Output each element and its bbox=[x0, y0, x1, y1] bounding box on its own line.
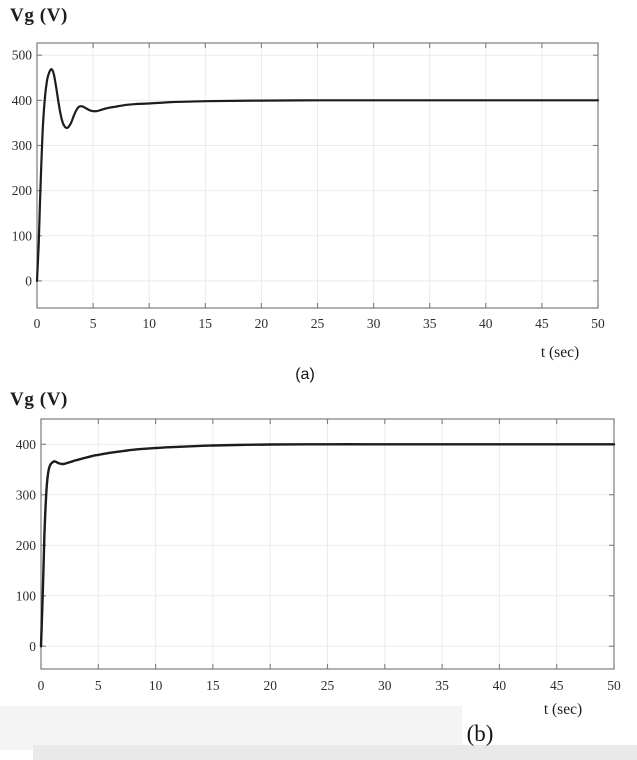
x-tick-label: 10 bbox=[142, 316, 156, 331]
y-tick-label: 500 bbox=[12, 48, 33, 63]
x-tick-label: 45 bbox=[550, 678, 564, 693]
x-tick-label: 40 bbox=[479, 316, 493, 331]
chart-b-x-axis-label: t (sec) bbox=[543, 701, 583, 718]
response-curve bbox=[35, 68, 600, 282]
y-tick-label: 100 bbox=[12, 228, 33, 243]
x-tick-label: 30 bbox=[367, 316, 381, 331]
x-tick-label: 20 bbox=[255, 316, 269, 331]
x-tick-label: 15 bbox=[206, 678, 220, 693]
chart-a-caption: (a) bbox=[295, 366, 315, 383]
x-tick-label: 50 bbox=[591, 316, 605, 331]
x-tick-label: 10 bbox=[149, 678, 163, 693]
response-curve bbox=[39, 443, 616, 648]
y-tick-label: 0 bbox=[29, 639, 36, 654]
x-tick-label: 20 bbox=[263, 678, 277, 693]
x-tick-label: 50 bbox=[607, 678, 621, 693]
x-tick-label: 30 bbox=[378, 678, 392, 693]
chart-b-caption: (b) bbox=[466, 721, 494, 746]
y-tick-label: 400 bbox=[16, 437, 37, 452]
x-tick-label: 0 bbox=[38, 678, 45, 693]
y-tick-label: 0 bbox=[25, 273, 32, 288]
x-tick-label: 45 bbox=[535, 316, 549, 331]
x-tick-label: 25 bbox=[321, 678, 335, 693]
y-tick-label: 300 bbox=[12, 138, 33, 153]
chart-a-y-axis-title: Vg (V) bbox=[10, 5, 68, 26]
y-tick-label: 200 bbox=[12, 183, 33, 198]
scan-artifact-band bbox=[33, 745, 637, 760]
x-tick-label: 25 bbox=[311, 316, 325, 331]
scan-artifact-band bbox=[0, 706, 462, 750]
x-tick-label: 35 bbox=[423, 316, 437, 331]
x-tick-label: 35 bbox=[435, 678, 449, 693]
chart-b-plot: 0 5 10 15 20 25 30 35 40 45 50 0 100 200 300 400 bbox=[16, 418, 621, 693]
y-tick-label: 300 bbox=[16, 487, 37, 502]
x-tick-label: 5 bbox=[90, 316, 97, 331]
x-tick-label: 5 bbox=[95, 678, 102, 693]
x-tick-label: 0 bbox=[34, 316, 41, 331]
x-tick-label: 40 bbox=[493, 678, 507, 693]
y-tick-label: 400 bbox=[12, 93, 33, 108]
y-tick-label: 100 bbox=[16, 588, 37, 603]
chart-a-x-axis-label: t (sec) bbox=[540, 344, 580, 361]
chart-b-y-axis-title: Vg (V) bbox=[10, 389, 68, 410]
x-tick-label: 15 bbox=[199, 316, 213, 331]
y-tick-label: 200 bbox=[16, 538, 37, 553]
